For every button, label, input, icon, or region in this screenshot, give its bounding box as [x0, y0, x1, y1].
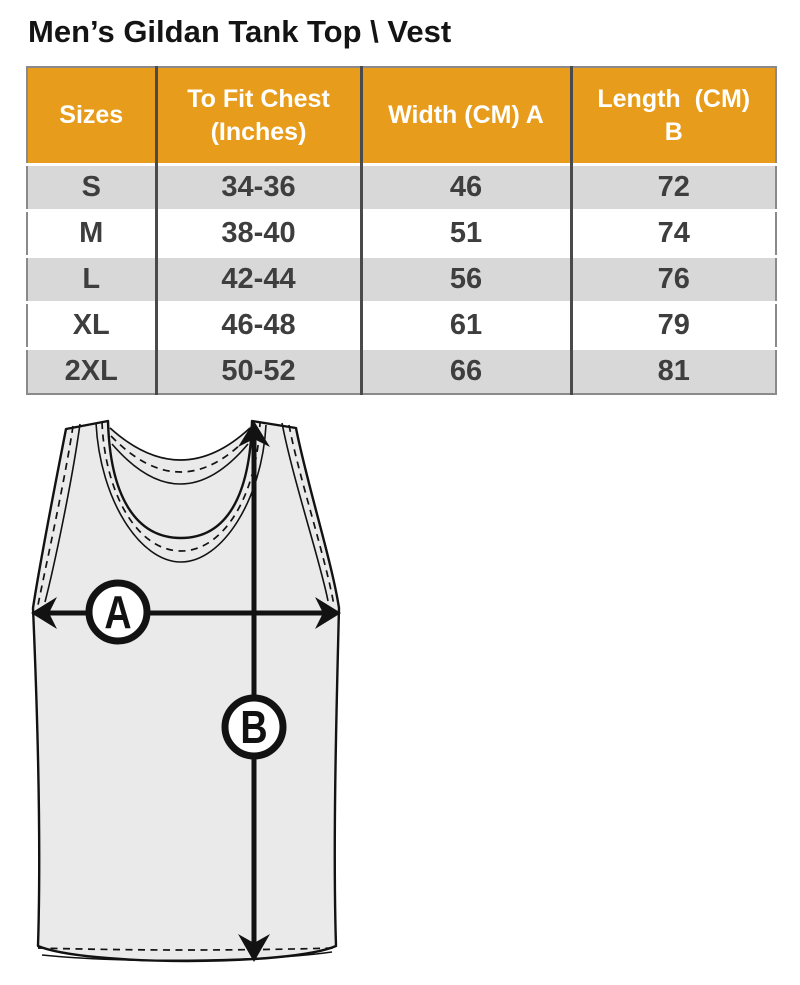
- back-neck-edge: [109, 427, 251, 461]
- chest-cell: 34-36: [154, 164, 361, 211]
- table-row-s: S 34-36 46 72: [27, 164, 776, 211]
- page-title: Men’s Gildan Tank Top \ Vest: [28, 14, 452, 49]
- col-header-chest: To Fit Chest (Inches): [154, 67, 361, 165]
- chest-cell: 50-52: [154, 348, 361, 394]
- tank-outline: [31, 419, 341, 963]
- width-cell: 51: [359, 210, 571, 257]
- table-row-m: M 38-40 51 74: [27, 210, 776, 257]
- table-row-l: L 42-44 56 76: [27, 256, 776, 303]
- chest-cell: 42-44: [154, 256, 361, 303]
- width-cell: 61: [359, 302, 571, 349]
- hem-fold-line: [41, 951, 333, 962]
- size-cell: XL: [72, 309, 110, 341]
- length-cell: 76: [569, 256, 776, 303]
- back-neck-binding-edge: [111, 443, 249, 485]
- col-header-width: Width (CM) A: [359, 67, 571, 165]
- width-label: A: [104, 586, 131, 637]
- width-cell: 46: [359, 164, 571, 211]
- length-label: B: [240, 701, 267, 752]
- table-row-xl: XL 46-48 61 79: [27, 302, 776, 349]
- length-cell: 81: [569, 348, 776, 394]
- left-armhole-stitch-line: [37, 425, 74, 606]
- width-arrowhead-right: [315, 597, 341, 629]
- header-row: Sizes To Fit Chest (Inches) Width (CM) A…: [27, 67, 776, 165]
- size-table: Sizes To Fit Chest (Inches) Width (CM) A…: [26, 66, 777, 395]
- width-label-circle: [85, 579, 151, 645]
- width-cell: 56: [359, 256, 571, 303]
- neck-binding-stitch-line: [101, 421, 261, 552]
- col-header-length: Length (CM) B: [569, 67, 776, 165]
- size-cell: M: [79, 217, 104, 249]
- length-cell: 79: [569, 302, 776, 349]
- left-armhole-binding-edge: [44, 423, 81, 603]
- size-cell: S: [81, 171, 101, 203]
- width-cell: 66: [359, 348, 571, 394]
- chest-cell: 46-48: [154, 302, 361, 349]
- length-cell: 74: [569, 210, 776, 257]
- length-arrowhead-bottom: [238, 934, 270, 962]
- size-cell: L: [82, 263, 101, 295]
- width-arrowhead-left: [31, 597, 57, 629]
- length-cell: 72: [569, 164, 776, 211]
- hem-stitch-line: [37, 947, 337, 951]
- length-arrowhead-top: [238, 421, 270, 447]
- length-label-circle: [221, 694, 287, 760]
- size-cell: 2XL: [64, 355, 118, 387]
- col-header-sizes: Sizes: [27, 67, 156, 165]
- tank-top-diagram: A B: [31, 419, 341, 963]
- table-row-2xl: 2XL 50-52 66 81: [27, 348, 776, 394]
- back-neck-stitch-line: [110, 435, 250, 473]
- right-armhole-stitch-line: [288, 424, 335, 607]
- right-armhole-binding-edge: [281, 422, 329, 602]
- chest-cell: 38-40: [154, 210, 361, 257]
